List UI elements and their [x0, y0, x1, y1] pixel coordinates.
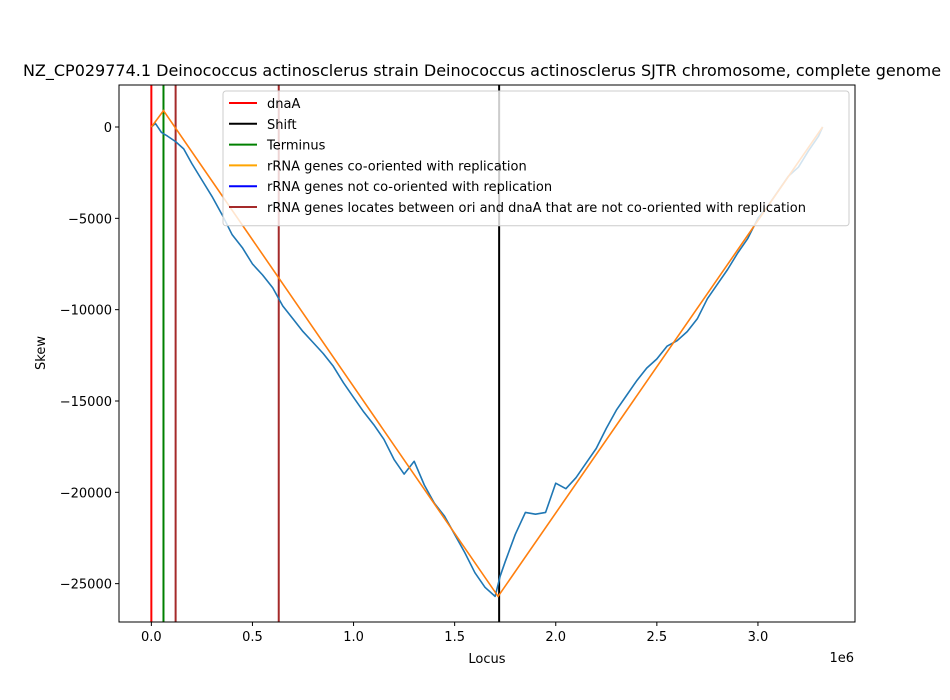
x-tick-label: 3.0 [748, 630, 769, 645]
y-tick-label: −10000 [60, 304, 112, 319]
y-tick-label: −5000 [68, 212, 112, 227]
y-axis-label: Skew [34, 336, 49, 370]
x-tick-label: 1.0 [343, 630, 364, 645]
x-tick-label: 2.5 [647, 630, 668, 645]
legend: dnaA Shift Terminus rRNA genes co-oriented … [222, 90, 850, 227]
legend-label: rRNA genes co-oriented with replication [267, 159, 527, 174]
legend-label: rRNA genes locates between ori and dnaA … [267, 201, 806, 216]
legend-label: Shift [267, 118, 297, 133]
y-tick-label: −25000 [60, 578, 112, 593]
y-tick-label: 0 [104, 121, 112, 136]
skew-line [150, 122, 824, 598]
chart-title: NZ_CP029774.1 Deinococcus actinosclerus … [23, 61, 941, 81]
x-axis-label: Locus [468, 652, 505, 667]
fit-line [150, 109, 824, 598]
legend-box [222, 90, 850, 227]
legend-label: Terminus [266, 139, 326, 154]
y-axis: 0 −5000 −10000 −15000 −20000 −25000 [60, 121, 119, 593]
x-tick-label: 2.0 [545, 630, 566, 645]
y-tick-label: −20000 [60, 486, 112, 501]
x-tick-label: 0.0 [141, 630, 162, 645]
series-layer [150, 109, 824, 598]
legend-label: dnaA [267, 97, 300, 112]
y-tick-label: −15000 [60, 395, 112, 410]
x-tick-label: 1.5 [444, 630, 465, 645]
plot-frame [118, 84, 856, 623]
x-axis: 0.0 0.5 1.0 1.5 2.0 2.5 3.0 [141, 622, 768, 645]
legend-label: rRNA genes not co-oriented with replicat… [267, 180, 552, 195]
x-tick-label: 0.5 [242, 630, 263, 645]
x-offset-label: 1e6 [829, 651, 854, 666]
